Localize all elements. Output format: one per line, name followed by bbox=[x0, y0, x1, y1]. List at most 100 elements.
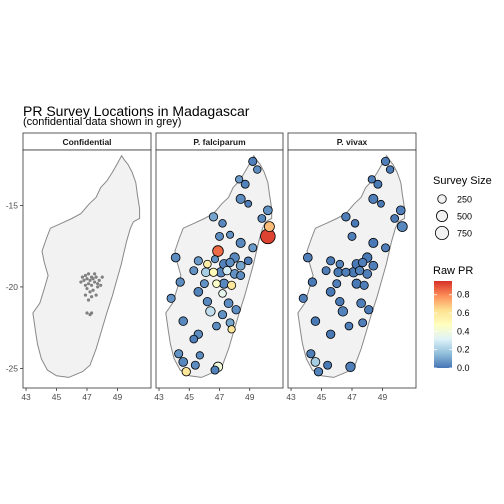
survey-point bbox=[358, 257, 368, 268]
confidential-point bbox=[93, 280, 97, 284]
survey-point bbox=[377, 199, 385, 208]
survey-point bbox=[208, 267, 218, 277]
survey-point bbox=[332, 279, 342, 289]
confidential-point bbox=[83, 293, 88, 297]
legend-color-label: 0.0 bbox=[457, 363, 470, 373]
y-tick-label: -25 bbox=[6, 363, 19, 373]
survey-point bbox=[248, 156, 258, 166]
legend-size-label: 750 bbox=[457, 229, 472, 239]
confidential-point bbox=[89, 283, 94, 287]
confidential-point bbox=[96, 285, 100, 289]
survey-point bbox=[189, 334, 199, 344]
confidential-point bbox=[96, 282, 100, 286]
survey-point bbox=[235, 175, 244, 184]
survey-point bbox=[175, 277, 185, 287]
confidential-point bbox=[83, 283, 88, 287]
confidential-point bbox=[85, 286, 89, 291]
survey-point bbox=[222, 265, 232, 276]
survey-point bbox=[210, 255, 219, 264]
survey-point bbox=[208, 212, 219, 222]
survey-point bbox=[351, 278, 362, 289]
survey-point bbox=[193, 256, 203, 266]
confidential-point bbox=[99, 283, 103, 287]
survey-point bbox=[225, 257, 235, 268]
x-tick-label: 45 bbox=[185, 392, 195, 402]
legend-size-key bbox=[436, 210, 448, 222]
survey-point bbox=[359, 280, 369, 290]
survey-point bbox=[358, 318, 368, 328]
legend-size-label: 500 bbox=[457, 212, 472, 222]
survey-point bbox=[178, 316, 188, 326]
survey-point bbox=[235, 193, 246, 204]
survey-point bbox=[244, 199, 253, 208]
x-tick-label: 49 bbox=[245, 392, 255, 402]
survey-point bbox=[215, 231, 224, 241]
survey-point bbox=[347, 231, 357, 241]
confidential-point bbox=[88, 290, 92, 294]
confidential-point bbox=[91, 288, 95, 292]
survey-point bbox=[199, 279, 209, 289]
survey-point bbox=[326, 256, 336, 266]
x-tick-label: 45 bbox=[317, 392, 327, 402]
survey-point bbox=[235, 260, 246, 271]
survey-point bbox=[223, 298, 234, 309]
confidential-point bbox=[89, 295, 94, 299]
survey-point bbox=[166, 293, 176, 303]
confidential-point bbox=[86, 272, 91, 276]
survey-point bbox=[190, 360, 200, 370]
confidential-point bbox=[97, 278, 101, 283]
survey-point bbox=[218, 219, 227, 228]
survey-point bbox=[341, 212, 351, 222]
survey-point bbox=[326, 329, 336, 339]
survey-point bbox=[390, 214, 400, 223]
survey-point bbox=[354, 265, 365, 276]
confidential-point bbox=[86, 282, 91, 286]
survey-point bbox=[368, 193, 379, 204]
survey-point bbox=[380, 156, 391, 166]
survey-point bbox=[203, 259, 212, 269]
survey-point bbox=[306, 349, 316, 359]
survey-point bbox=[263, 205, 273, 216]
survey-point bbox=[257, 214, 267, 223]
facet-panel: Confidential 43 45 47 49 bbox=[21, 132, 152, 402]
survey-point bbox=[356, 298, 366, 309]
survey-point bbox=[307, 277, 318, 287]
confidential-point bbox=[80, 275, 85, 279]
survey-point bbox=[253, 165, 262, 174]
y-tick-label: -15 bbox=[6, 200, 19, 210]
survey-point bbox=[325, 287, 336, 297]
survey-point bbox=[170, 252, 181, 263]
x-tick-label: 47 bbox=[347, 392, 357, 402]
survey-point bbox=[212, 279, 221, 288]
x-tick-label: 43 bbox=[21, 392, 31, 402]
legend-color-title: Raw PR bbox=[433, 265, 473, 277]
survey-point bbox=[227, 325, 236, 334]
legend-colorbar bbox=[434, 281, 452, 368]
facet-strip-label: P. falciparum bbox=[193, 137, 246, 147]
legend-color-label: 0.8 bbox=[457, 290, 470, 300]
survey-point bbox=[205, 306, 216, 317]
facet-panel: P. vivax 43 45 47 49 bbox=[286, 132, 417, 402]
survey-point bbox=[217, 310, 228, 320]
survey-point bbox=[395, 205, 406, 216]
confidential-point bbox=[86, 298, 91, 302]
survey-point bbox=[195, 351, 204, 360]
survey-point bbox=[310, 316, 321, 326]
survey-point bbox=[313, 367, 324, 377]
x-tick-label: 43 bbox=[286, 392, 296, 402]
survey-point bbox=[243, 256, 253, 266]
survey-point bbox=[219, 278, 230, 289]
survey-point bbox=[240, 179, 250, 189]
survey-point bbox=[368, 237, 379, 248]
x-tick-label: 47 bbox=[215, 392, 225, 402]
survey-point bbox=[310, 357, 321, 367]
x-tick-label: 49 bbox=[378, 392, 388, 402]
legend-size-key bbox=[437, 194, 447, 204]
survey-point bbox=[218, 289, 227, 298]
confidential-point bbox=[85, 311, 89, 315]
confidential-point bbox=[93, 272, 97, 276]
chart-title: PR Survey Locations in Madagascar bbox=[23, 103, 250, 119]
survey-point bbox=[235, 237, 246, 248]
survey-point bbox=[367, 175, 376, 184]
survey-point bbox=[350, 219, 360, 228]
